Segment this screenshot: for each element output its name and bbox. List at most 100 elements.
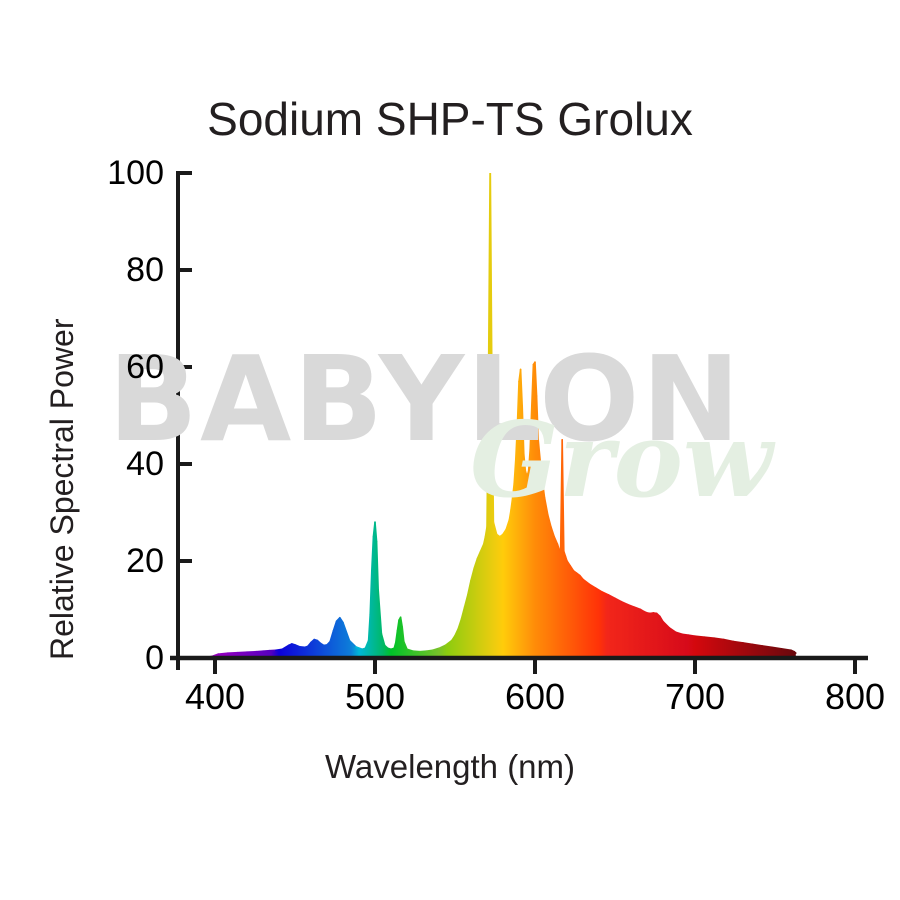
chart-title: Sodium SHP-TS Grolux <box>207 93 693 145</box>
spectral-curve-segment <box>463 594 469 608</box>
spectral-power-area <box>183 173 796 658</box>
x-axis-label: Wavelength (nm) <box>324 748 576 785</box>
spectral-curve-segment <box>482 535 487 545</box>
spectral-curve-segment <box>425 649 434 653</box>
spectral-curve-segment <box>364 639 370 650</box>
spectral-curve-segment <box>470 567 476 582</box>
spectral-curve-segment <box>546 514 552 528</box>
spectral-curve-segment <box>588 583 597 589</box>
spectral-curve-segment <box>394 630 399 644</box>
spectral-curve-segment <box>473 557 479 570</box>
spectral-curve-segment <box>396 619 400 632</box>
spectral-curve-segment <box>550 526 556 538</box>
spectral-curve-segment <box>511 482 516 499</box>
spectral-curve-segment <box>431 647 440 652</box>
spectral-curve-segment <box>607 594 616 600</box>
spectral-curve-segment <box>377 589 383 635</box>
spectral-curve-segment <box>486 366 490 528</box>
spectral-curve-segment <box>534 361 538 397</box>
x-axis-tick-label: 400 <box>184 676 246 717</box>
y-axis-tick-labels: 0 20 40 60 80 100 <box>78 0 164 900</box>
spectral-curve-segment <box>620 600 629 606</box>
spectral-curve-segment <box>479 543 485 553</box>
spectral-curve-segment <box>780 647 792 652</box>
spectral-curve-segment <box>466 579 472 596</box>
spectral-curve-segment <box>401 626 405 643</box>
spectral-curve-segment <box>526 470 530 477</box>
spectral-curve-segment <box>582 578 591 586</box>
spectral-curve-segment <box>490 366 495 524</box>
spectral-curve-segment <box>380 632 386 647</box>
spectral-curve-segment <box>761 645 773 649</box>
spectral-curve-segment <box>529 404 533 451</box>
spectral-curve-segment <box>561 438 565 553</box>
spectral-curve-segment <box>402 640 408 651</box>
spectral-curve-segment <box>399 616 404 628</box>
y-axis-tick-label: 0 <box>145 639 164 677</box>
spectral-curve-segment <box>540 472 546 499</box>
spectral-curve-segment <box>564 555 568 562</box>
spectral-curve-segment <box>476 550 482 560</box>
spectral-curve-segment <box>703 636 716 639</box>
spectral-curve-segment <box>393 641 397 650</box>
x-axis-tick-label: 600 <box>504 676 566 717</box>
y-axis-tick-label: 40 <box>126 445 164 483</box>
spectral-curve-segment <box>674 631 684 636</box>
spectral-curve-segment <box>687 634 696 637</box>
spectral-curve-segment <box>367 613 372 642</box>
spectral-curve-segment <box>370 535 375 572</box>
spectral-curve <box>182 173 797 659</box>
spectral-curve-segment <box>556 543 560 550</box>
spectral-curve-segment <box>281 644 290 651</box>
spectral-curve-segment <box>217 652 229 655</box>
spectral-curve-segment <box>454 628 460 637</box>
spectral-curve-segment <box>332 620 338 632</box>
spectral-curve-segment <box>460 606 466 621</box>
spectral-curve-segment <box>527 448 532 473</box>
spectral-curve-segment <box>694 635 706 638</box>
spectral-curve-segment <box>513 458 517 485</box>
spectral-curve-segment <box>594 587 604 593</box>
spectral-curve-segment <box>751 643 764 647</box>
spectral-curve-segment <box>374 521 378 543</box>
spectral-curve-segment <box>742 642 754 646</box>
spectral-curve-segment <box>510 497 514 511</box>
x-axis-tick-label: 800 <box>824 676 886 717</box>
spectral-curve-segment <box>375 540 380 591</box>
spectral-curve-segment <box>713 637 725 641</box>
spectral-curve-segment <box>770 646 783 650</box>
spectral-curve-segment <box>450 634 456 642</box>
spectral-curve-segment <box>626 603 636 608</box>
spectral-curve-segment <box>732 640 744 644</box>
spectral-curve-segment <box>306 641 312 648</box>
spectral-curve-segment <box>342 621 351 642</box>
spectral-curve-segment <box>354 646 364 651</box>
y-axis-tick-label: 20 <box>126 542 164 580</box>
spectral-curve-segment <box>438 644 447 650</box>
y-axis-tick-label: 100 <box>107 154 164 192</box>
spectral-curve-segment <box>489 173 493 368</box>
spectral-curve-segment <box>502 528 508 536</box>
spectral-curve-segment <box>516 380 520 427</box>
spectral-curve-segment <box>553 535 559 545</box>
spectral-curve-segment <box>338 616 344 624</box>
spectral-curve-segment <box>614 597 623 603</box>
spectral-curve-segment <box>406 648 415 653</box>
spectral-curve-segment <box>519 368 524 407</box>
spectral-curve-segment <box>492 521 498 536</box>
y-axis-label: Relative Spectral Power <box>44 318 80 660</box>
spectral-curve-segment <box>537 438 543 475</box>
spectral-curve-segment <box>633 606 642 611</box>
spectral-curve-segment <box>521 404 525 456</box>
spectral-curve-segment <box>274 648 284 652</box>
spectral-curve-segment <box>457 618 463 630</box>
spectral-curve-segment <box>369 569 373 616</box>
spectral-curve-segment <box>508 509 512 521</box>
spectral-curve-segment <box>662 620 671 629</box>
spectral-curve-segment <box>569 565 575 572</box>
spectral-curve-segment <box>505 518 511 531</box>
spectral-curve-segment <box>444 639 453 647</box>
spectral-curve-segment <box>722 638 735 643</box>
